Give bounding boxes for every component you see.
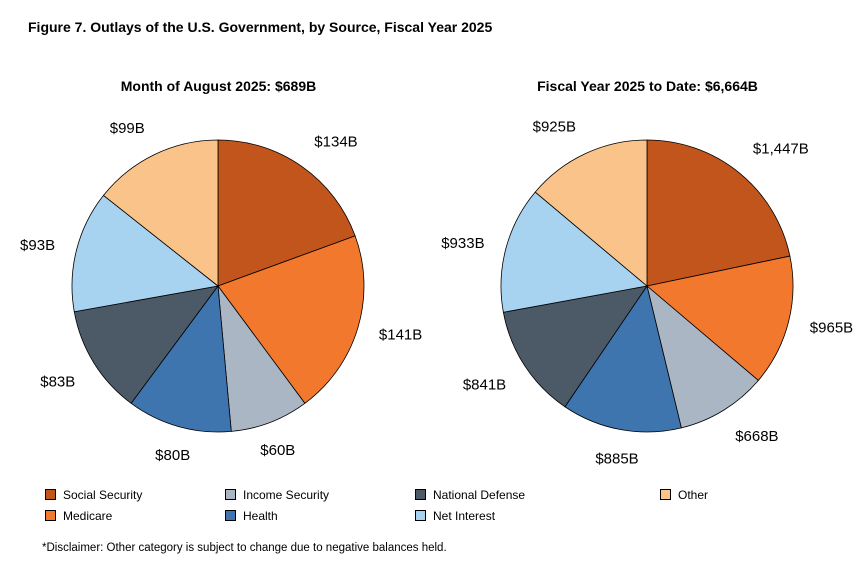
figure-title: Figure 7. Outlays of the U.S. Government… <box>28 19 493 35</box>
legend-item-national-defense: National Defense <box>415 488 660 502</box>
legend-label: Health <box>243 508 278 523</box>
pie-slice-income-security <box>646 284 759 429</box>
legend-swatch-icon <box>45 510 56 521</box>
pie-slice-health <box>564 285 682 433</box>
pie-chart-month: $134B $141B $60B $80B $83B $93B $99B <box>20 120 422 464</box>
slice-label-medicare: $965B <box>810 319 853 336</box>
slice-label-health: $80B <box>155 447 190 464</box>
charts-row: Month of August 2025: $689B $134B $141B $6… <box>0 78 858 480</box>
disclaimer-text: *Disclaimer: Other category is subject t… <box>42 542 447 554</box>
slice-label-health: $885B <box>595 450 638 467</box>
legend-swatch-icon <box>660 489 671 500</box>
chart-title-month: Month of August 2025: $689B <box>120 78 317 94</box>
slice-label-net-interest: $93B <box>20 237 55 254</box>
pie-slice-other <box>102 139 219 287</box>
chart-title-fiscal-year: Fiscal Year 2025 to Date: $6,664B <box>537 78 758 94</box>
legend-swatch-icon <box>225 489 236 500</box>
chart-month: Month of August 2025: $689B $134B $141B $6… <box>4 78 433 480</box>
legend-label: National Defense <box>433 487 526 502</box>
legend-swatch-icon <box>415 489 426 500</box>
legend-label: Other <box>678 487 709 502</box>
legend-item-medicare: Medicare <box>45 509 225 523</box>
slice-label-national-defense: $841B <box>463 377 506 394</box>
slice-label-medicare: $141B <box>379 326 422 343</box>
pie-slice-net-interest <box>71 194 219 313</box>
legend-item-net-interest: Net Interest <box>415 509 660 523</box>
pie-slice-other <box>534 139 648 287</box>
pie-slice-medicare <box>217 235 365 404</box>
legend-swatch-icon <box>415 510 426 521</box>
pie-slice-national-defense <box>73 285 219 404</box>
legend-label: Income Security <box>243 487 330 502</box>
pie-slice-social-security <box>217 139 356 287</box>
slice-label-income-security: $668B <box>735 428 778 445</box>
legend-swatch-icon <box>225 510 236 521</box>
legend-label: Social Security <box>63 487 143 502</box>
pie-chart-fiscal-year: $1,447B $965B $668B $885B $841B $933B $925B <box>441 119 853 468</box>
legend: Social Security Medicare Income Security He… <box>45 484 858 526</box>
legend-item-health: Health <box>225 509 415 523</box>
legend-item-other: Other <box>660 488 830 502</box>
slice-label-income-security: $60B <box>260 442 295 459</box>
pie-slice-net-interest <box>500 191 648 313</box>
pie-slice-medicare <box>646 255 794 381</box>
legend-item-income-security: Income Security <box>225 488 415 502</box>
pie-slice-health <box>130 284 232 433</box>
chart-fiscal-year: Fiscal Year 2025 to Date: $6,664B $1,447… <box>433 78 858 480</box>
slice-label-other: $99B <box>110 120 145 137</box>
slice-label-other: $925B <box>533 119 576 136</box>
pie-slice-national-defense <box>502 285 648 408</box>
slice-label-net-interest: $933B <box>441 235 484 252</box>
pie-slice-social-security <box>646 139 791 287</box>
legend-swatch-icon <box>45 489 56 500</box>
slice-label-national-defense: $83B <box>40 374 75 391</box>
legend-item-social-security: Social Security <box>45 488 225 502</box>
legend-label: Net Interest <box>433 508 496 523</box>
legend-label: Medicare <box>63 508 113 523</box>
slice-label-social-security: $134B <box>314 133 357 150</box>
slice-label-social-security: $1,447B <box>753 141 809 158</box>
